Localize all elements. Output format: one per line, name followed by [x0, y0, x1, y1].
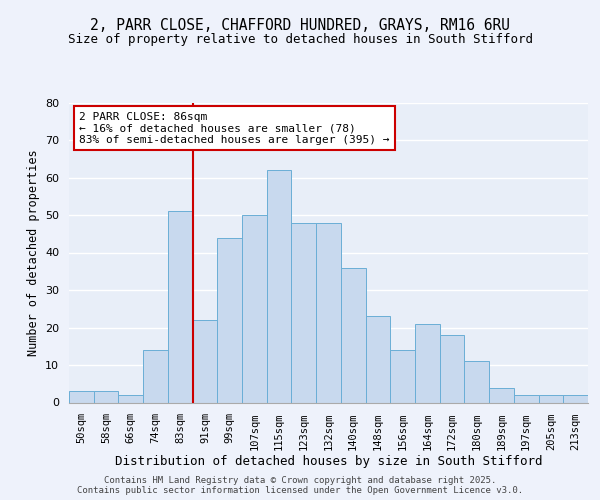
Text: 2 PARR CLOSE: 86sqm
← 16% of detached houses are smaller (78)
83% of semi-detach: 2 PARR CLOSE: 86sqm ← 16% of detached ho…: [79, 112, 390, 144]
Text: Size of property relative to detached houses in South Stifford: Size of property relative to detached ho…: [67, 32, 533, 46]
Bar: [514, 395, 539, 402]
Bar: [390, 350, 415, 403]
Bar: [464, 361, 489, 403]
Bar: [489, 388, 514, 402]
Bar: [539, 395, 563, 402]
Bar: [94, 391, 118, 402]
Bar: [168, 211, 193, 402]
Bar: [440, 335, 464, 402]
Bar: [118, 395, 143, 402]
Bar: [267, 170, 292, 402]
X-axis label: Distribution of detached houses by size in South Stifford: Distribution of detached houses by size …: [115, 456, 542, 468]
Bar: [143, 350, 168, 403]
Bar: [365, 316, 390, 402]
Y-axis label: Number of detached properties: Number of detached properties: [26, 149, 40, 356]
Bar: [217, 238, 242, 402]
Text: Contains HM Land Registry data © Crown copyright and database right 2025.
Contai: Contains HM Land Registry data © Crown c…: [77, 476, 523, 495]
Bar: [415, 324, 440, 402]
Bar: [563, 395, 588, 402]
Bar: [242, 215, 267, 402]
Bar: [193, 320, 217, 402]
Bar: [69, 391, 94, 402]
Bar: [292, 222, 316, 402]
Bar: [316, 222, 341, 402]
Bar: [341, 268, 365, 402]
Text: 2, PARR CLOSE, CHAFFORD HUNDRED, GRAYS, RM16 6RU: 2, PARR CLOSE, CHAFFORD HUNDRED, GRAYS, …: [90, 18, 510, 32]
